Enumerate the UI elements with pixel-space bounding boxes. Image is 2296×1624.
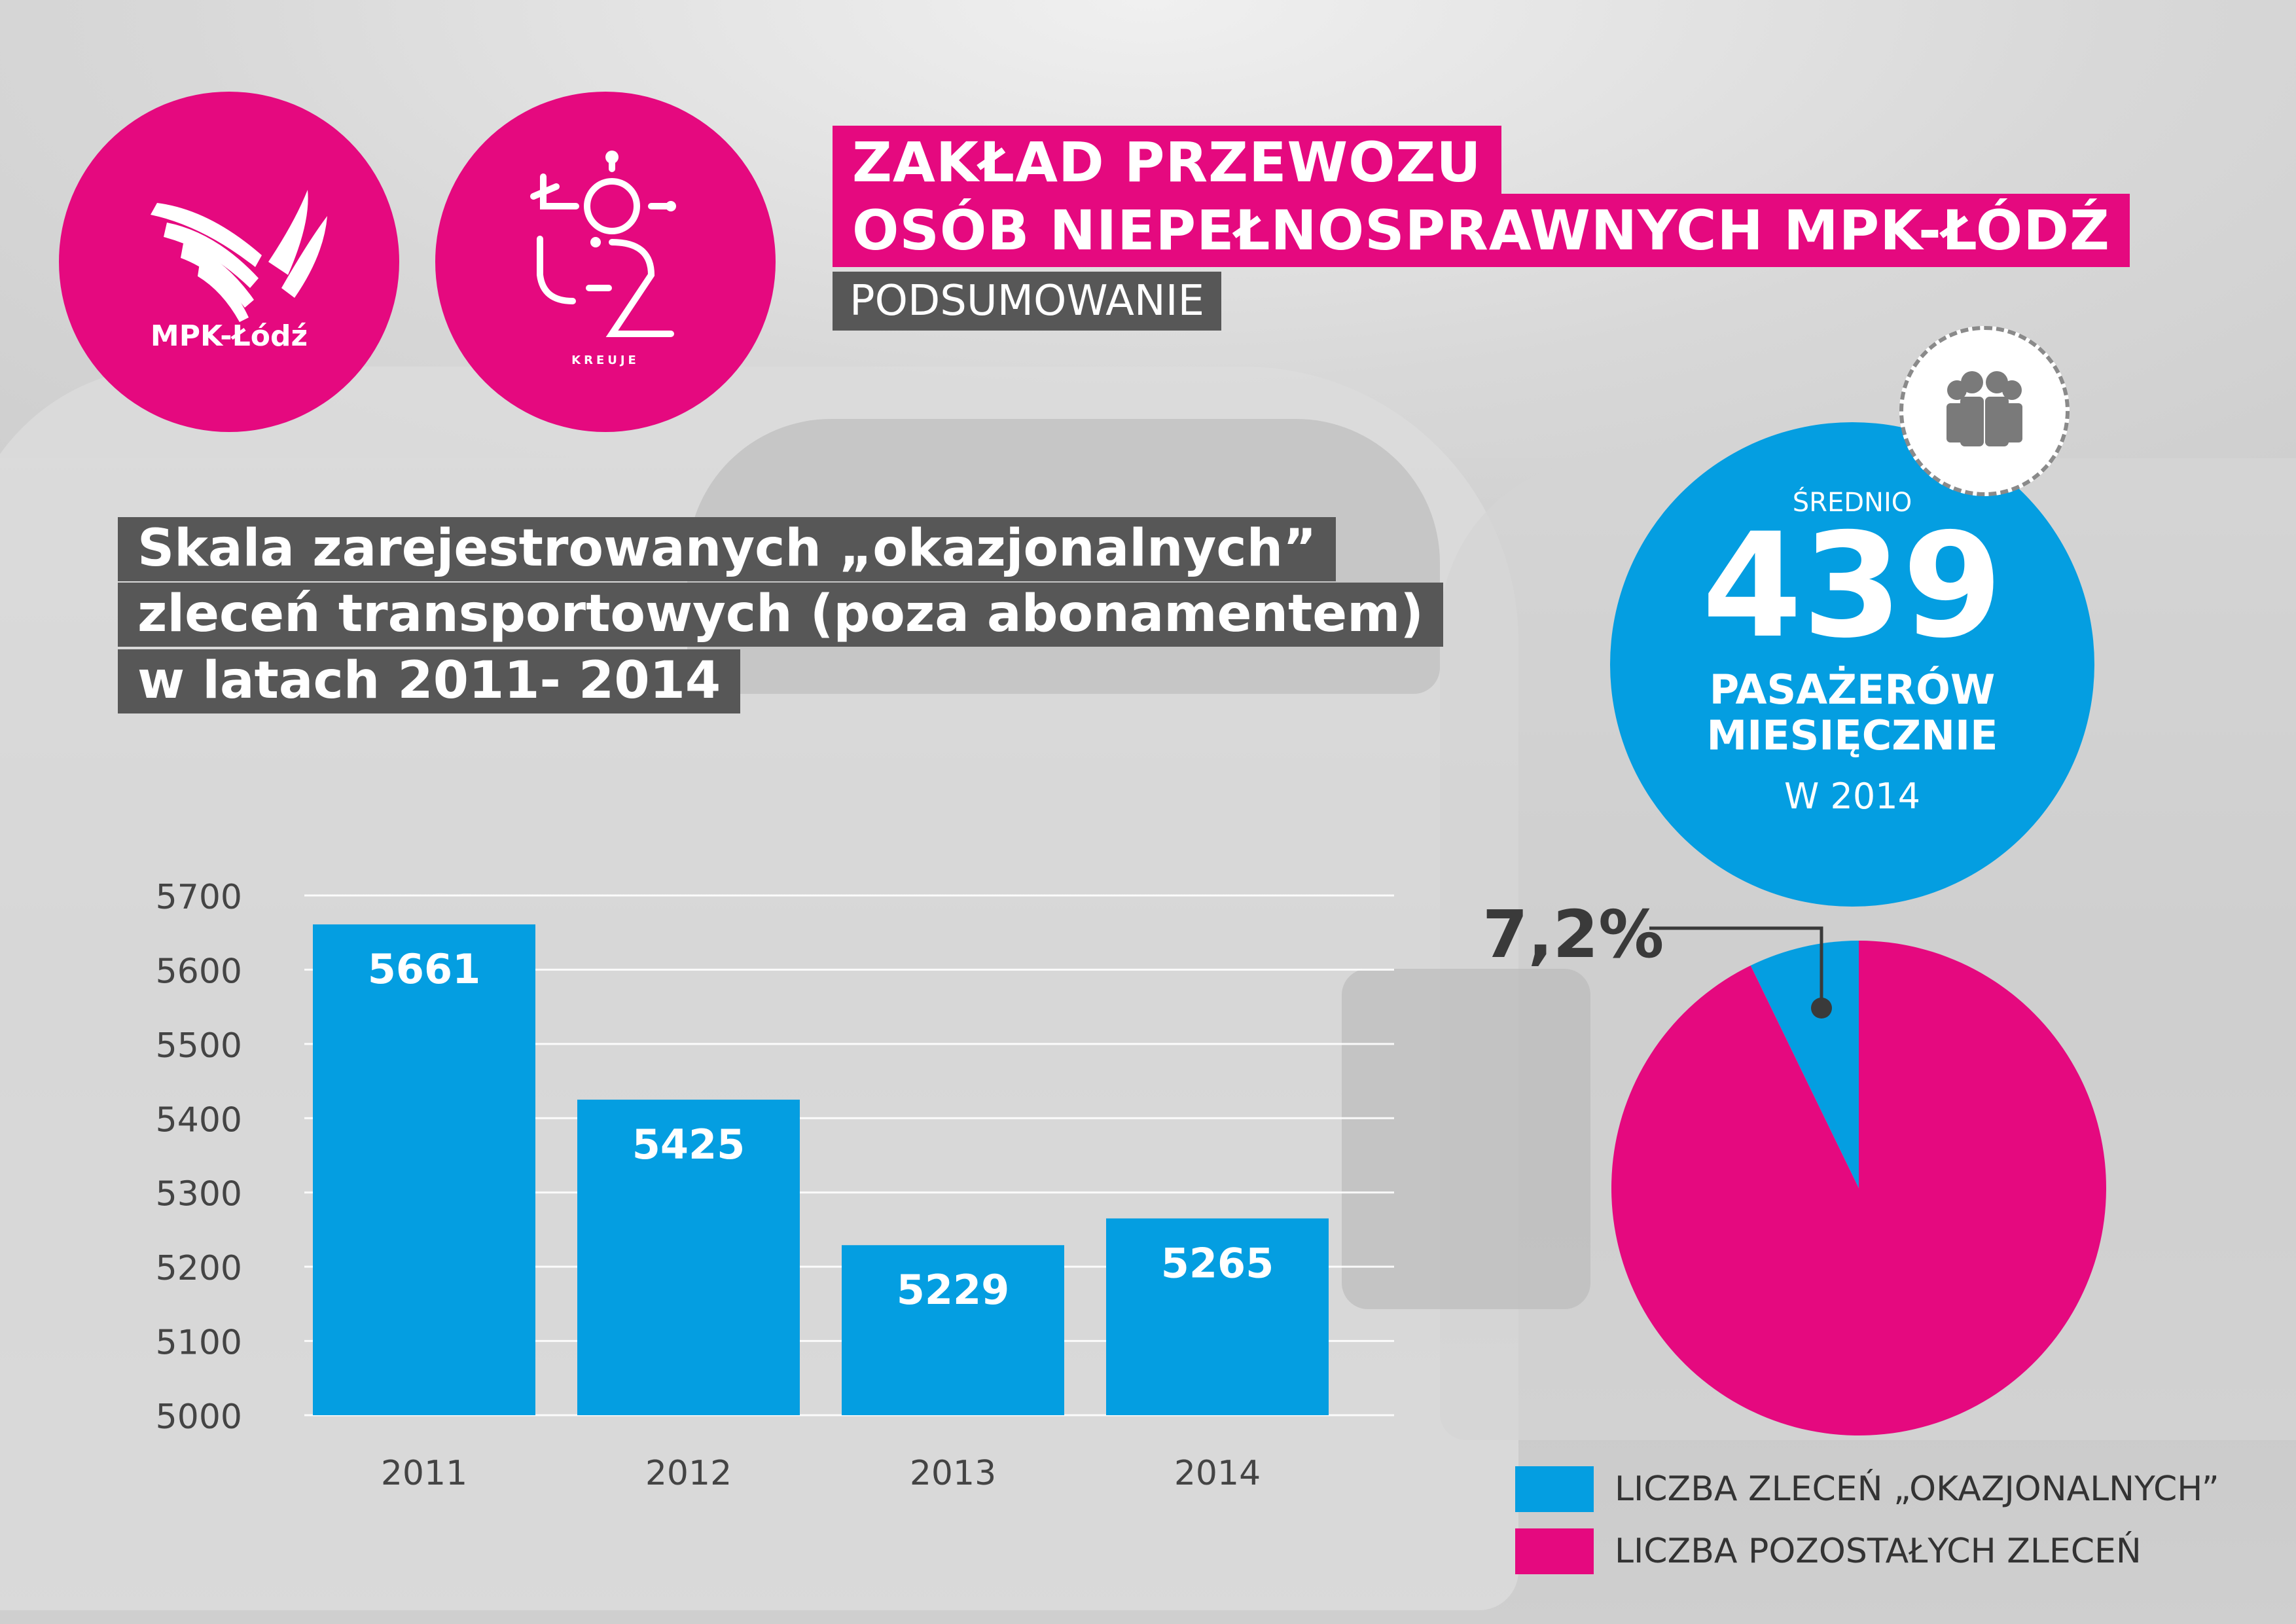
bar-2014 [1106,1218,1329,1415]
y-tick-label: 5200 [156,1249,242,1288]
data-label: 5661 [368,945,481,993]
lodz-mark-icon [530,151,676,337]
stat-prefix: ŚREDNIO [1792,488,1912,518]
legend-label-occasional: LICZBA ZLECEŃ „OKAZJONALNYCH” [1615,1470,2219,1509]
x-tick-label: 2014 [1174,1454,1261,1493]
subtitle: PODSUMOWANIE [833,272,1222,331]
y-tick-label: 5400 [156,1100,242,1140]
x-tick-label: 2012 [645,1454,732,1493]
title-line-1: ZAKŁAD PRZEWOZU [833,126,1501,199]
pie-annotation: 7,2% [1482,896,1664,973]
y-tick-label: 5000 [156,1398,242,1437]
annotation-dot [1811,998,1832,1019]
heading-line-1: Skala zarejestrowanych „okazjonalnych” [118,517,1336,581]
mpk-label: MPK-Łódź [150,319,308,353]
data-label: 5425 [632,1121,745,1168]
people-icon [1946,371,2022,446]
stat-year: W 2014 [1784,776,1920,817]
y-tick-label: 5300 [156,1175,242,1214]
mpk-logo: MPK-Łódź [59,92,399,432]
data-label: 5229 [897,1266,1010,1314]
heading-line-3: w latach 2011- 2014 [118,649,741,713]
lodz-caption: KREUJE [571,353,639,367]
stat-line-1: PASAŻERÓW [1709,666,1996,713]
legend-item-occasional: LICZBA ZLECEŃ „OKAZJONALNYCH” [1515,1466,2219,1512]
x-tick-label: 2013 [910,1454,996,1493]
legend-label-other: LICZBA POZOSTAŁYCH ZLECEŃ [1615,1532,2142,1571]
bar-2011 [313,924,535,1415]
heading-line-2: zleceń transportowych (poza abonamentem) [118,583,1444,647]
legend-swatch-pink [1515,1528,1594,1574]
y-tick-label: 5500 [156,1026,242,1066]
stat-line-2: MIESIĘCZNIE [1706,712,1998,759]
lodz-logo: KREUJE [435,92,776,432]
annotation-leader [1649,926,1823,1008]
y-tick-label: 5700 [156,878,242,917]
people-badge [1899,326,2070,496]
mpk-bird-icon [151,190,327,322]
bar-2013 [842,1245,1064,1415]
average-passengers-stat: ŚREDNIO 439 PASAŻERÓW MIESIĘCZNIE W 2014 [1610,422,2094,907]
y-tick-label: 5100 [156,1324,242,1363]
bar-2012 [577,1099,800,1415]
pie-slice-occasional [1750,941,1859,1188]
legend-item-other: LICZBA POZOSTAŁYCH ZLECEŃ [1515,1528,2142,1574]
legend-swatch-blue [1515,1466,1594,1512]
title-line-2: OSÓB NIEPEŁNOSPRAWNYCH MPK-ŁÓDŹ [833,194,2130,267]
x-tick-label: 2011 [381,1454,467,1493]
y-tick-label: 5600 [156,952,242,991]
stat-value: 439 [1702,502,2003,670]
data-label: 5265 [1161,1239,1274,1287]
